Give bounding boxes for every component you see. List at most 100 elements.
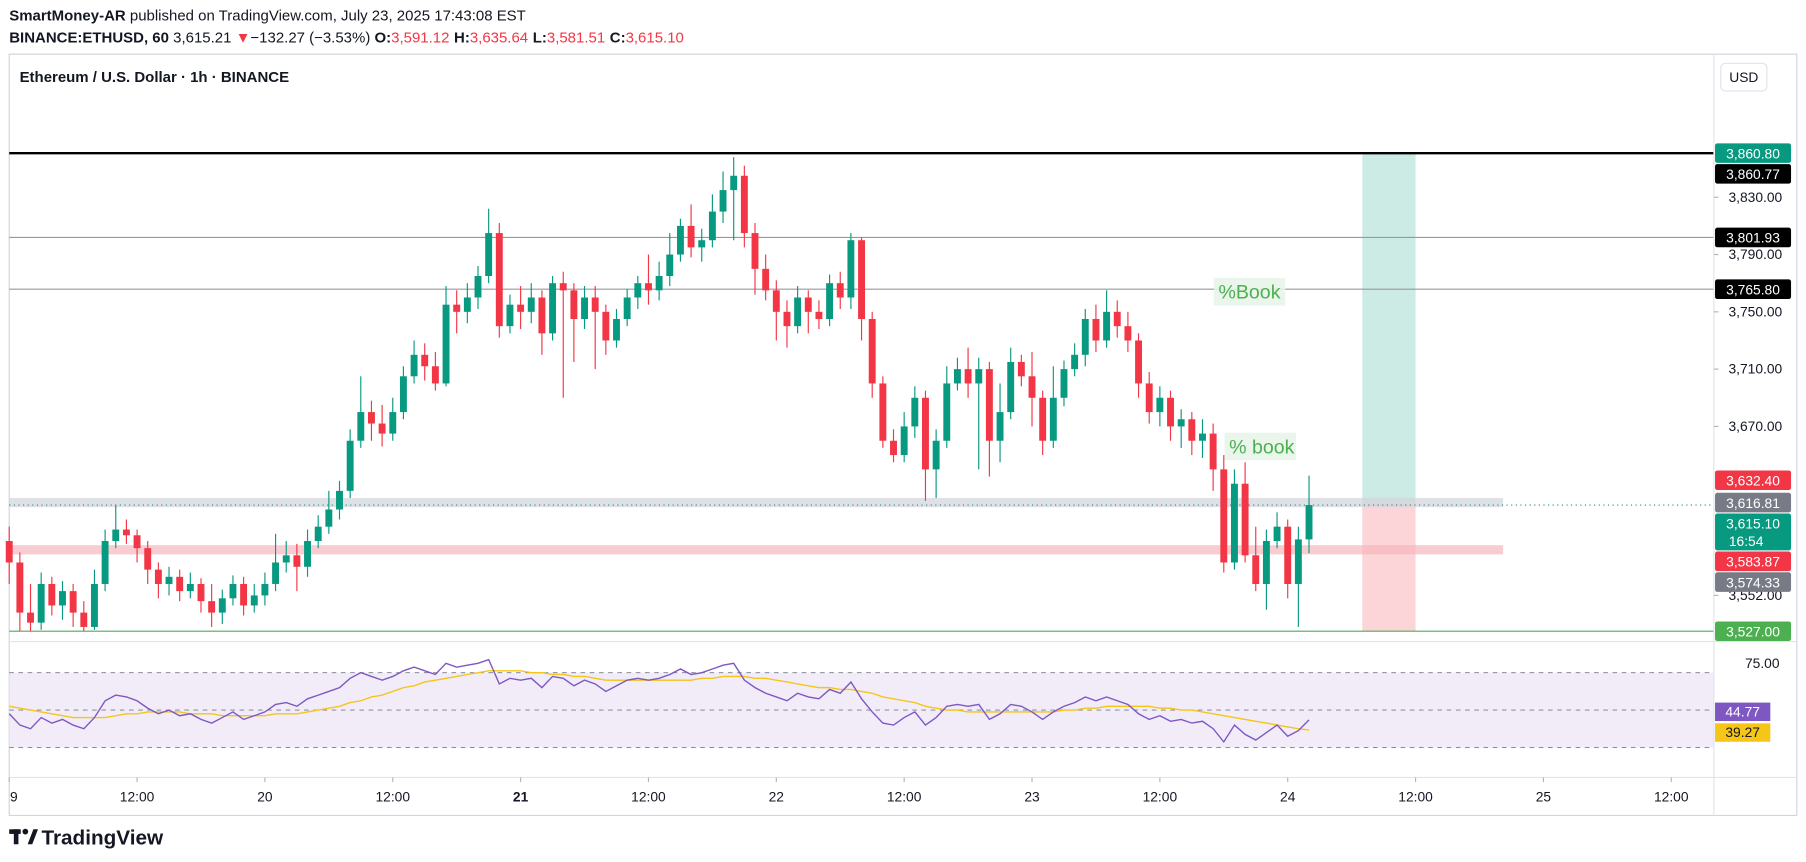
frame [8,53,1798,817]
annotation: % book [1229,436,1295,458]
y-tick-label: 3,830.00 [1728,189,1782,205]
y-tick-label: 3,750.00 [1728,303,1782,319]
candle-body [836,283,844,298]
ohlc-value: 3,591.12 [391,28,450,47]
x-tick-label: 25 [1536,789,1552,805]
candle-body [250,595,258,606]
price-tag [1715,621,1792,642]
candle-body [176,576,184,592]
currency[interactable]: USD [1729,69,1758,85]
candle-body [208,601,216,613]
candle-body [101,540,109,584]
candle-body [325,509,333,527]
price-tag-label: 3,615.10 [1726,516,1780,532]
candle-body [1167,397,1174,427]
candle-body [549,283,557,334]
candle-body [666,254,674,277]
candle-body [1177,419,1185,427]
candle-body [1028,376,1036,398]
candle-body [389,412,397,434]
annotation-bg [1224,432,1296,461]
candle-body [1124,326,1132,341]
candle-body [847,240,855,298]
x-tick-label: 12:00 [375,789,410,805]
price-tag [1715,279,1792,299]
price-zone [9,497,1504,508]
candle-body [474,276,482,298]
x-tick-label: 12:00 [631,789,666,805]
candle-body [581,297,588,319]
candle-body [985,369,993,441]
candle-body [676,225,684,255]
candle-body [122,529,130,536]
candle-body [868,318,876,384]
countdown: 16:54 [1729,533,1764,549]
price-tag-label: 3,527.00 [1726,623,1780,639]
candle-body [911,397,919,427]
candle-body [112,529,120,541]
position-loss [1362,502,1416,632]
candle-body [1252,555,1260,584]
candle-body [1071,354,1079,370]
candle-body [357,412,365,441]
candle-body [495,233,503,327]
candle-body [708,211,716,241]
price-tag [1715,513,1792,551]
price-tag [1715,227,1792,248]
annotation-bg [1213,277,1286,306]
symbol: BINANCE:ETHUSD, 60 [9,28,169,47]
candle-body [69,591,77,613]
candle-body [762,268,770,291]
candle-body [1145,383,1153,413]
currency-button[interactable] [1720,62,1768,92]
y-tick-label: 3,790.00 [1728,246,1782,262]
x-tick-label: 12:00 [1398,789,1433,805]
author: SmartMoney-AR [9,6,126,25]
candle-body [623,297,631,319]
candle-body [378,423,386,434]
candle-body [1007,361,1015,413]
x-tick-label: 21 [513,789,529,805]
candle-body [879,383,887,441]
candle-body [90,583,98,627]
x-tick-label: 23 [1024,789,1040,805]
candle-body [1273,526,1281,541]
ohlc-label: H: [454,28,470,47]
arrow: ▼ [235,28,251,47]
candle-body [1060,369,1068,398]
candle-body [815,311,823,319]
price-tag [1715,572,1792,592]
candle-body [80,612,88,627]
candle-body [858,240,866,319]
candle-body [421,354,429,367]
candle-body [1284,526,1292,584]
candle-body [186,583,194,592]
candle-body [953,369,961,384]
rsi-tag [1715,702,1771,722]
candle-body [133,535,141,549]
candle-body [527,297,535,312]
candle-body [1262,540,1270,584]
candle-body [59,591,66,606]
candle-body [634,283,642,298]
candle-body [783,311,791,327]
candle-body [1209,433,1217,470]
candle-body [165,576,173,584]
candle-body [1092,318,1100,341]
candle-body [453,304,461,312]
candle-body [27,612,34,623]
candle-body [1113,311,1121,327]
ohlc-label: L: [532,28,547,47]
ohlc-value: 3,615.10 [625,28,684,47]
change: −132.27 (−3.53%) [250,28,371,47]
candle-body [240,583,248,606]
candle-body [485,233,493,277]
candle-body [304,540,311,567]
logo [9,828,39,845]
last: 3,615.21 [173,28,232,47]
candle-body [645,283,652,291]
candle-body [772,290,780,312]
candle-body [1081,318,1089,355]
